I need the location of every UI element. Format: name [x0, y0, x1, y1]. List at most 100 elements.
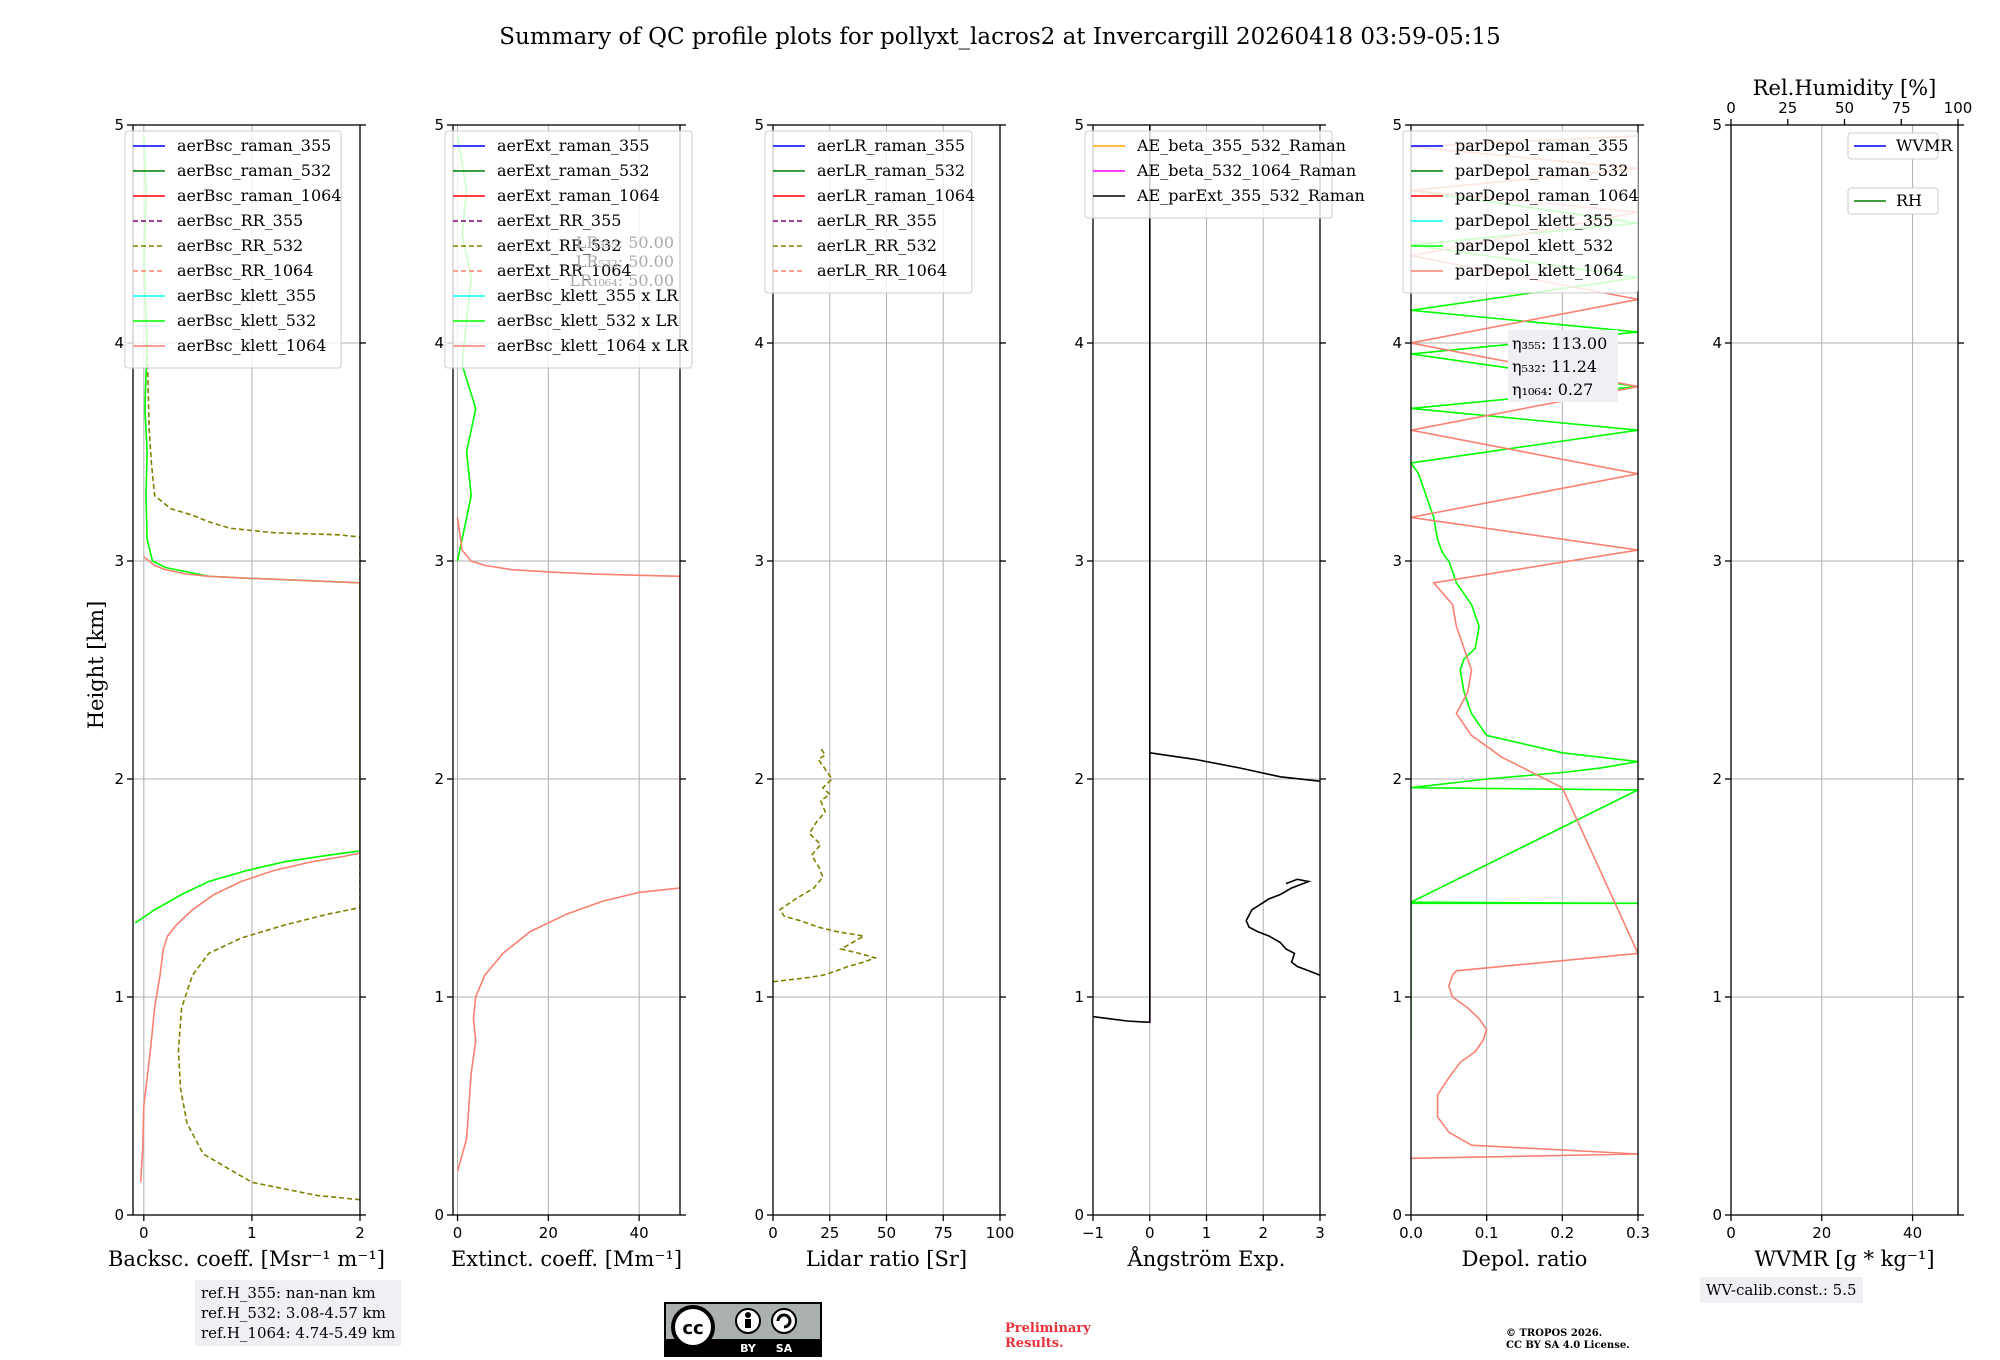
eta-annotation: η₅₃₂: 11.24	[1512, 357, 1597, 376]
axes-frame	[772, 124, 1001, 1216]
y-tick-label: 2	[754, 770, 764, 788]
x-axis-label: Ångström Exp.	[1127, 1246, 1286, 1271]
legend-box	[1847, 132, 1939, 160]
y-tick-label: 5	[434, 116, 444, 134]
x2-tick-label: 75	[1892, 99, 1911, 117]
axes-frame	[452, 124, 681, 1216]
y-tick-label: 1	[1712, 988, 1722, 1006]
x-tick-label: 0	[1145, 1224, 1155, 1242]
legend-label: aerExt_RR_355	[497, 211, 621, 230]
y-tick-label: 4	[1712, 334, 1722, 352]
y-tick-label: 5	[114, 116, 124, 134]
y-tick-label: 1	[1392, 988, 1402, 1006]
copyright-note: © TROPOS 2026. CC BY SA 4.0 License.	[1506, 1328, 1630, 1352]
x-tick-label: 0.3	[1626, 1224, 1650, 1242]
legend-label: aerExt_raman_355	[497, 136, 650, 155]
copyright-line-1: © TROPOS 2026.	[1506, 1328, 1603, 1339]
x-tick-label: −1	[1082, 1224, 1104, 1242]
y-tick-label: 2	[434, 770, 444, 788]
x-tick-label: 0.2	[1550, 1224, 1574, 1242]
y-tick-label: 1	[754, 988, 764, 1006]
legend-label: aerBsc_raman_1064	[177, 186, 342, 205]
x-tick-label: 2	[355, 1224, 365, 1242]
legend-label: aerLR_raman_532	[817, 161, 965, 180]
x-tick-label: 20	[539, 1224, 558, 1242]
y-tick-label: 0	[1392, 1206, 1402, 1224]
legend-label: aerExt_RR_532	[497, 236, 621, 255]
axes-frame	[1410, 124, 1639, 1216]
x2-tick-label: 50	[1835, 99, 1854, 117]
legend-label: aerBsc_RR_1064	[177, 261, 313, 280]
legend-box	[764, 130, 973, 294]
x-tick-label: 0	[1726, 1224, 1736, 1242]
y-tick-label: 0	[434, 1206, 444, 1224]
legend-box	[1402, 130, 1639, 294]
x-tick-label: 2	[1258, 1224, 1268, 1242]
x-tick-label: 1	[1202, 1224, 1212, 1242]
legend-label: aerBsc_klett_532	[177, 311, 316, 330]
x-axis-label: Backsc. coeff. [Msr⁻¹ m⁻¹]	[108, 1247, 385, 1271]
refh-532: ref.H_532: 3.08-4.57 km	[201, 1304, 386, 1322]
legend-label: aerLR_RR_355	[817, 211, 937, 230]
y-tick-label: 4	[1392, 334, 1402, 352]
legend-label: aerLR_RR_1064	[817, 261, 947, 280]
legend-label: aerBsc_klett_355	[177, 286, 316, 305]
legend-label: aerBsc_raman_532	[177, 161, 331, 180]
y-tick-label: 2	[114, 770, 124, 788]
x2-axis-label: Rel.Humidity [%]	[1753, 76, 1937, 100]
x-axis-label: Depol. ratio	[1462, 1247, 1588, 1271]
y-tick-label: 3	[1392, 552, 1402, 570]
y-tick-label: 5	[754, 116, 764, 134]
legend-box	[444, 130, 693, 369]
panel-ext: 0 1 2 3 4 5 0 20 40 Extinct. coeff. [Mm⁻¹] aerExt_…	[434, 116, 693, 1271]
legend-label: aerBsc_klett_1064 x LR	[497, 336, 689, 355]
refh-1064: ref.H_1064: 4.74-5.49 km	[201, 1324, 396, 1342]
y-tick-label: 3	[434, 552, 444, 570]
legend-label: aerLR_raman_355	[817, 136, 965, 155]
series-group	[773, 748, 878, 983]
x-tick-label: 25	[820, 1224, 839, 1242]
y-tick-label: 3	[1712, 552, 1722, 570]
legend-label: parDepol_raman_355	[1455, 136, 1628, 155]
lr-annotation: LR₅₃₂: 50.00	[576, 252, 674, 271]
x-tick-label: 75	[934, 1224, 953, 1242]
series-line-parDepol_klett_1064	[1411, 135, 1638, 1160]
y-tick-label: 3	[754, 552, 764, 570]
legend-label: aerBsc_RR_355	[177, 211, 303, 230]
x-tick-label: 1	[247, 1224, 257, 1242]
y-tick-label: 5	[1074, 116, 1084, 134]
preliminary-note: Preliminary Results.	[1005, 1321, 1091, 1351]
y-tick-label: 5	[1392, 116, 1402, 134]
axes-frame	[1730, 124, 1959, 1216]
legend-label: aerBsc_klett_532 x LR	[497, 311, 679, 330]
cc-sa-label: SA	[776, 1342, 793, 1355]
reference-height-box: ref.H_355: nan-nan km ref.H_532: 3.08-4.…	[195, 1280, 402, 1346]
eta-annotation: η₁₀₆₄: 0.27	[1512, 380, 1593, 399]
x-tick-label: 40	[630, 1224, 649, 1242]
legend-label: parDepol_klett_1064	[1455, 261, 1624, 280]
legend-label: aerExt_raman_532	[497, 161, 650, 180]
legend-label: aerLR_raman_1064	[817, 186, 975, 205]
x-tick-label: 0	[768, 1224, 778, 1242]
series-line-aerBsc_klett_1064 x LR	[456, 517, 680, 1172]
x-tick-label: 0	[139, 1224, 149, 1242]
y-tick-label: 4	[754, 334, 764, 352]
series-line-parDepol_klett_532	[1411, 135, 1638, 1041]
x2-tick-label: 0	[1726, 99, 1736, 117]
preliminary-line-1: Preliminary	[1005, 1321, 1091, 1336]
series-line-aerBsc_klett_1064	[139, 556, 360, 1183]
y-tick-label: 3	[1074, 552, 1084, 570]
svg-text:cc: cc	[682, 1318, 703, 1339]
x-tick-label: 0.1	[1475, 1224, 1499, 1242]
series-line-aerLR_RR_532	[773, 748, 878, 983]
legend-label: parDepol_klett_532	[1455, 236, 1613, 255]
panel-bsc: 0 1 2 3 4 5 0 1 2 Backsc. coeff. [Msr⁻¹ m⁻¹] aerBs…	[108, 116, 385, 1271]
y-tick-label: 1	[434, 988, 444, 1006]
legend-box	[1847, 187, 1939, 215]
wv-calib-text: WV-calib.const.: 5.5	[1706, 1281, 1857, 1299]
cc-license-badge: cc BY SA	[664, 1302, 822, 1357]
x-tick-label: 0.0	[1399, 1224, 1423, 1242]
